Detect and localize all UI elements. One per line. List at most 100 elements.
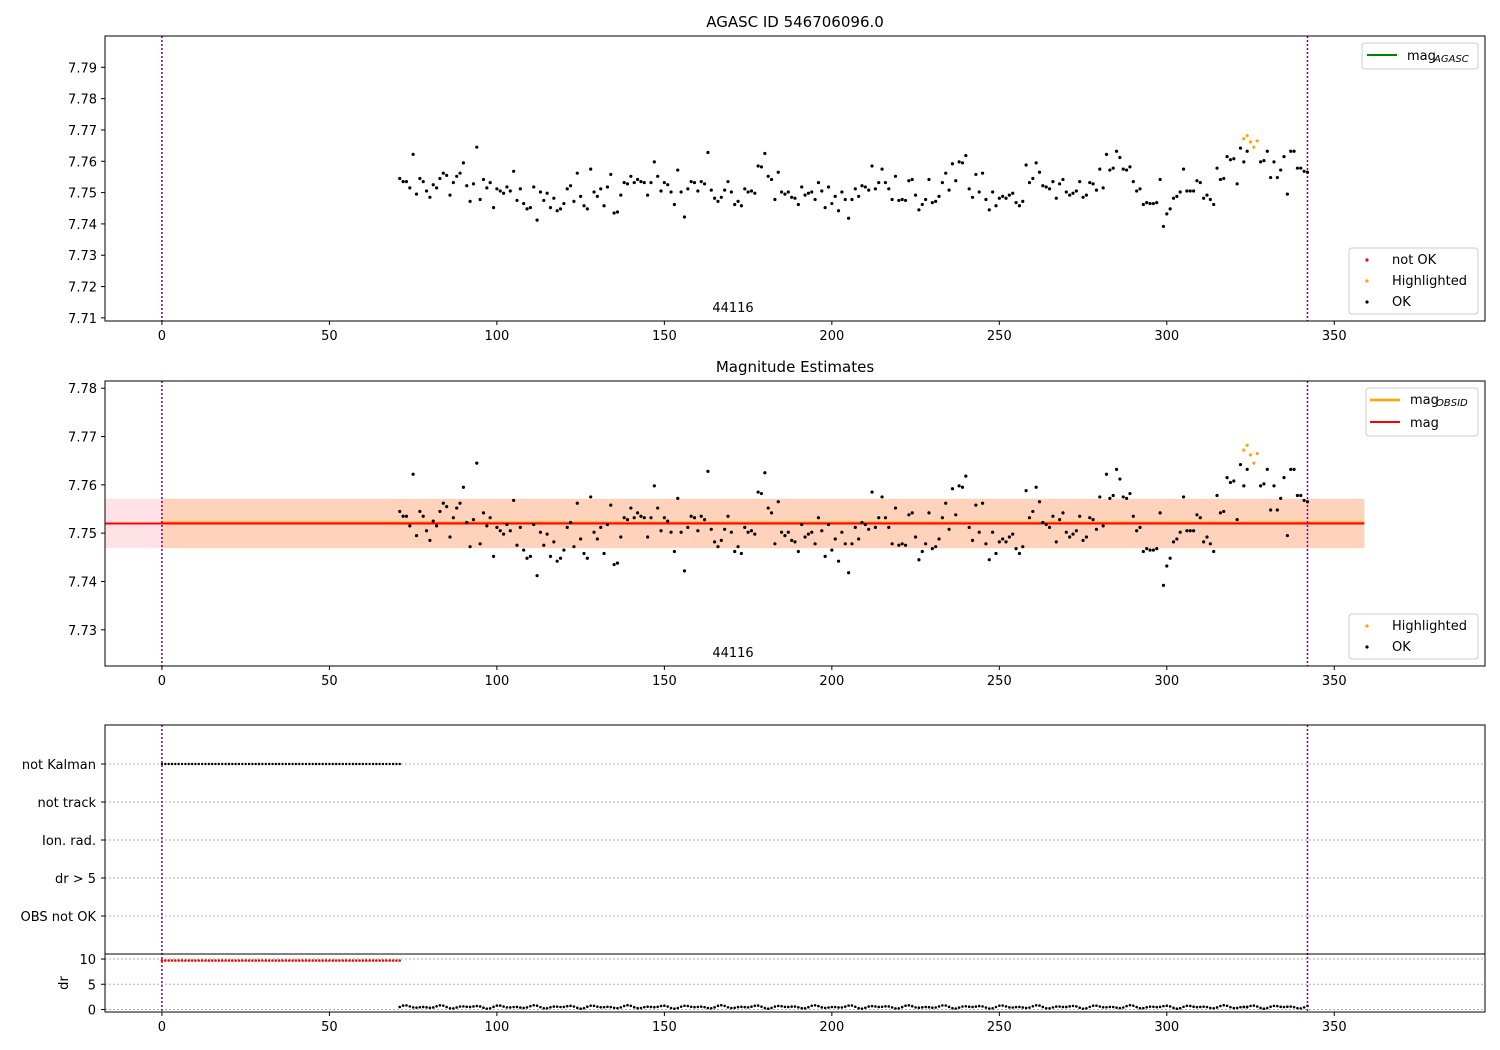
- dr-point: [1255, 1005, 1259, 1008]
- data-point: [1198, 516, 1202, 520]
- dr-point: [1152, 1005, 1155, 1009]
- flag-point: [361, 762, 365, 766]
- dr-point: [1108, 1005, 1112, 1009]
- legend-marker-highlighted: [1365, 279, 1369, 283]
- dr-point: [773, 1005, 777, 1008]
- dr-point-high: [308, 959, 311, 962]
- data-point: [562, 548, 566, 552]
- dr-point: [910, 1004, 914, 1008]
- flag-point: [334, 762, 338, 766]
- dr-point: [736, 1005, 740, 1009]
- y-tick-label: 7.78: [68, 382, 97, 397]
- dr-point: [1048, 1007, 1051, 1010]
- data-point: [1245, 149, 1249, 153]
- dr-point: [686, 1004, 690, 1008]
- flag-point: [304, 762, 308, 766]
- data-point: [461, 485, 465, 489]
- data-point: [823, 554, 827, 558]
- data-point: [960, 485, 965, 489]
- data-point: [1161, 224, 1166, 229]
- data-point: [1238, 146, 1243, 150]
- x-tick-label: 250: [987, 329, 1012, 344]
- data-point: [525, 556, 529, 560]
- data-point: [1218, 177, 1222, 182]
- data-point: [468, 545, 472, 549]
- dr-point: [693, 1005, 696, 1009]
- data-point: [1269, 175, 1273, 180]
- x-tick-label: 150: [652, 329, 677, 344]
- data-point: [491, 554, 496, 558]
- legend-label-mag: mag: [1410, 416, 1439, 431]
- dr-point-high: [254, 959, 258, 962]
- data-point: [592, 190, 596, 194]
- data-point: [582, 551, 586, 556]
- data-point: [1248, 453, 1253, 457]
- data-point: [461, 161, 465, 165]
- dr-point-high: [348, 959, 351, 962]
- data-point: [1185, 529, 1189, 533]
- data-point: [783, 192, 787, 196]
- dr-point: [1175, 1007, 1179, 1011]
- flag-point: [308, 762, 311, 766]
- data-point: [769, 177, 774, 182]
- dr-point-high: [197, 959, 201, 962]
- data-point: [411, 152, 415, 156]
- dr-point-high: [375, 959, 378, 962]
- data-point: [1258, 160, 1263, 164]
- dr-point: [421, 1005, 425, 1009]
- data-point: [857, 537, 861, 541]
- dr-point: [753, 1004, 757, 1008]
- data-point: [682, 215, 687, 219]
- dr-point: [646, 1005, 649, 1008]
- data-point: [763, 151, 767, 156]
- data-point: [766, 174, 770, 178]
- data-point: [1031, 176, 1035, 181]
- flag-point: [217, 762, 221, 766]
- dr-point: [931, 1006, 934, 1010]
- data-point: [924, 197, 928, 202]
- dr-point: [1138, 1006, 1142, 1010]
- flag-point: [381, 762, 385, 766]
- flag-point: [267, 762, 271, 766]
- dr-point-high: [180, 959, 184, 962]
- flag-point: [388, 762, 391, 766]
- data-point: [468, 199, 472, 203]
- data-point: [1202, 540, 1206, 544]
- y-tick-label: 7.74: [68, 218, 97, 233]
- dr-point: [1061, 1005, 1065, 1009]
- data-point: [632, 180, 636, 185]
- data-point: [599, 187, 603, 191]
- dr-point: [840, 1006, 844, 1009]
- dr-point-high: [204, 959, 207, 962]
- x-tick-label: 50: [321, 1020, 338, 1035]
- x-tick-label: 100: [484, 674, 509, 689]
- dr-point-high: [301, 959, 304, 962]
- data-point: [823, 206, 827, 210]
- x-tick-label: 200: [819, 1020, 844, 1035]
- data-point: [458, 501, 462, 505]
- data-point: [1004, 196, 1008, 200]
- dr-point: [1276, 1004, 1279, 1008]
- data-point: [1061, 511, 1065, 515]
- y-tick-label: 7.72: [68, 281, 97, 296]
- data-point: [589, 495, 593, 499]
- data-point: [1171, 196, 1176, 200]
- legend-label-ok: OK: [1392, 640, 1411, 655]
- dr-point-high: [351, 959, 355, 962]
- data-point: [501, 532, 506, 536]
- data-point: [766, 506, 770, 510]
- data-point: [937, 194, 941, 198]
- data-point: [1188, 189, 1192, 193]
- data-point: [980, 171, 985, 175]
- data-point: [1191, 529, 1196, 533]
- flag-point: [164, 762, 167, 766]
- dr-point: [445, 1005, 448, 1009]
- data-point: [1071, 191, 1075, 195]
- data-point: [806, 191, 810, 195]
- dr-point: [723, 1004, 726, 1008]
- data-point: [532, 522, 536, 527]
- dr-point: [864, 1006, 867, 1010]
- flag-point: [194, 762, 197, 766]
- flag-point: [264, 762, 267, 766]
- data-point: [729, 530, 733, 534]
